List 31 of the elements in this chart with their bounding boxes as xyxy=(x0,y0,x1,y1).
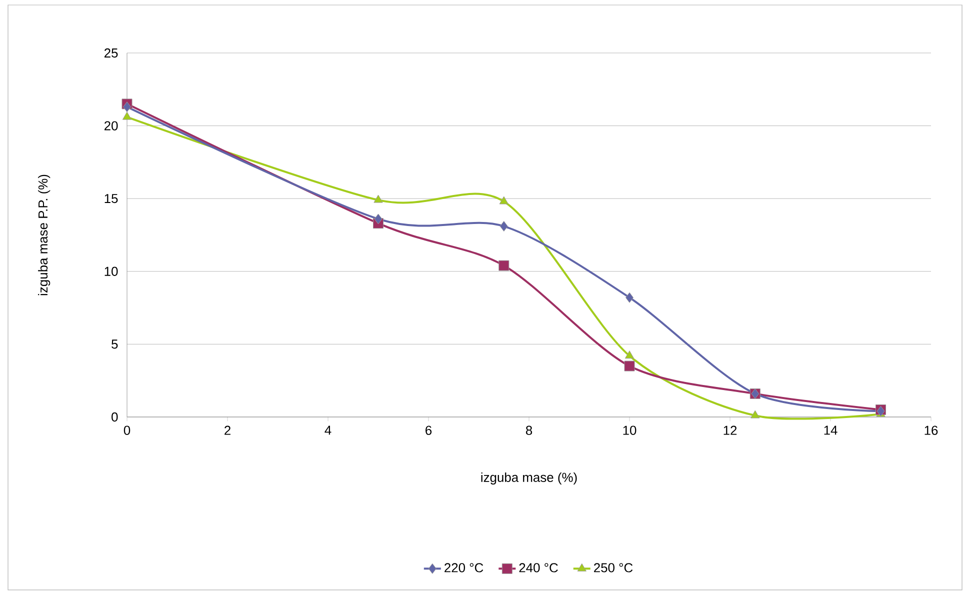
point xyxy=(500,221,508,232)
point xyxy=(374,194,383,203)
point xyxy=(499,196,508,204)
x-tick-label: 10 xyxy=(623,426,636,435)
x-tick-label: 4 xyxy=(324,426,332,435)
x-tick-label: 2 xyxy=(224,426,230,435)
x-tick-label: 6 xyxy=(426,426,432,435)
point xyxy=(122,112,132,120)
point xyxy=(750,410,760,418)
point xyxy=(624,360,635,372)
point xyxy=(123,102,132,112)
y-tick-label: 15 xyxy=(104,194,118,204)
y-axis-title: izguba mase P.P. (%) xyxy=(38,174,50,296)
x-tick-label: 8 xyxy=(526,426,532,435)
y-tick-label: 20 xyxy=(104,121,118,130)
y-tick-label: 0 xyxy=(112,412,118,422)
x-tick-label: 12 xyxy=(724,426,737,435)
legend-label: 250 °C xyxy=(594,563,633,572)
legend-label: 220 °C xyxy=(444,563,484,572)
legend-label: 240 °C xyxy=(519,563,558,572)
y-tick-label: 25 xyxy=(104,48,118,58)
x-tick-label: 0 xyxy=(124,426,130,435)
point xyxy=(624,350,634,359)
x-tick-label: 16 xyxy=(924,426,938,435)
point xyxy=(374,214,382,224)
y-tick-label: 5 xyxy=(112,340,118,349)
point xyxy=(626,292,634,303)
x-axis-title: izguba mase (%) xyxy=(481,472,577,485)
point xyxy=(498,260,510,271)
y-tick-label: 10 xyxy=(104,266,118,276)
x-tick-label: 14 xyxy=(824,426,838,435)
